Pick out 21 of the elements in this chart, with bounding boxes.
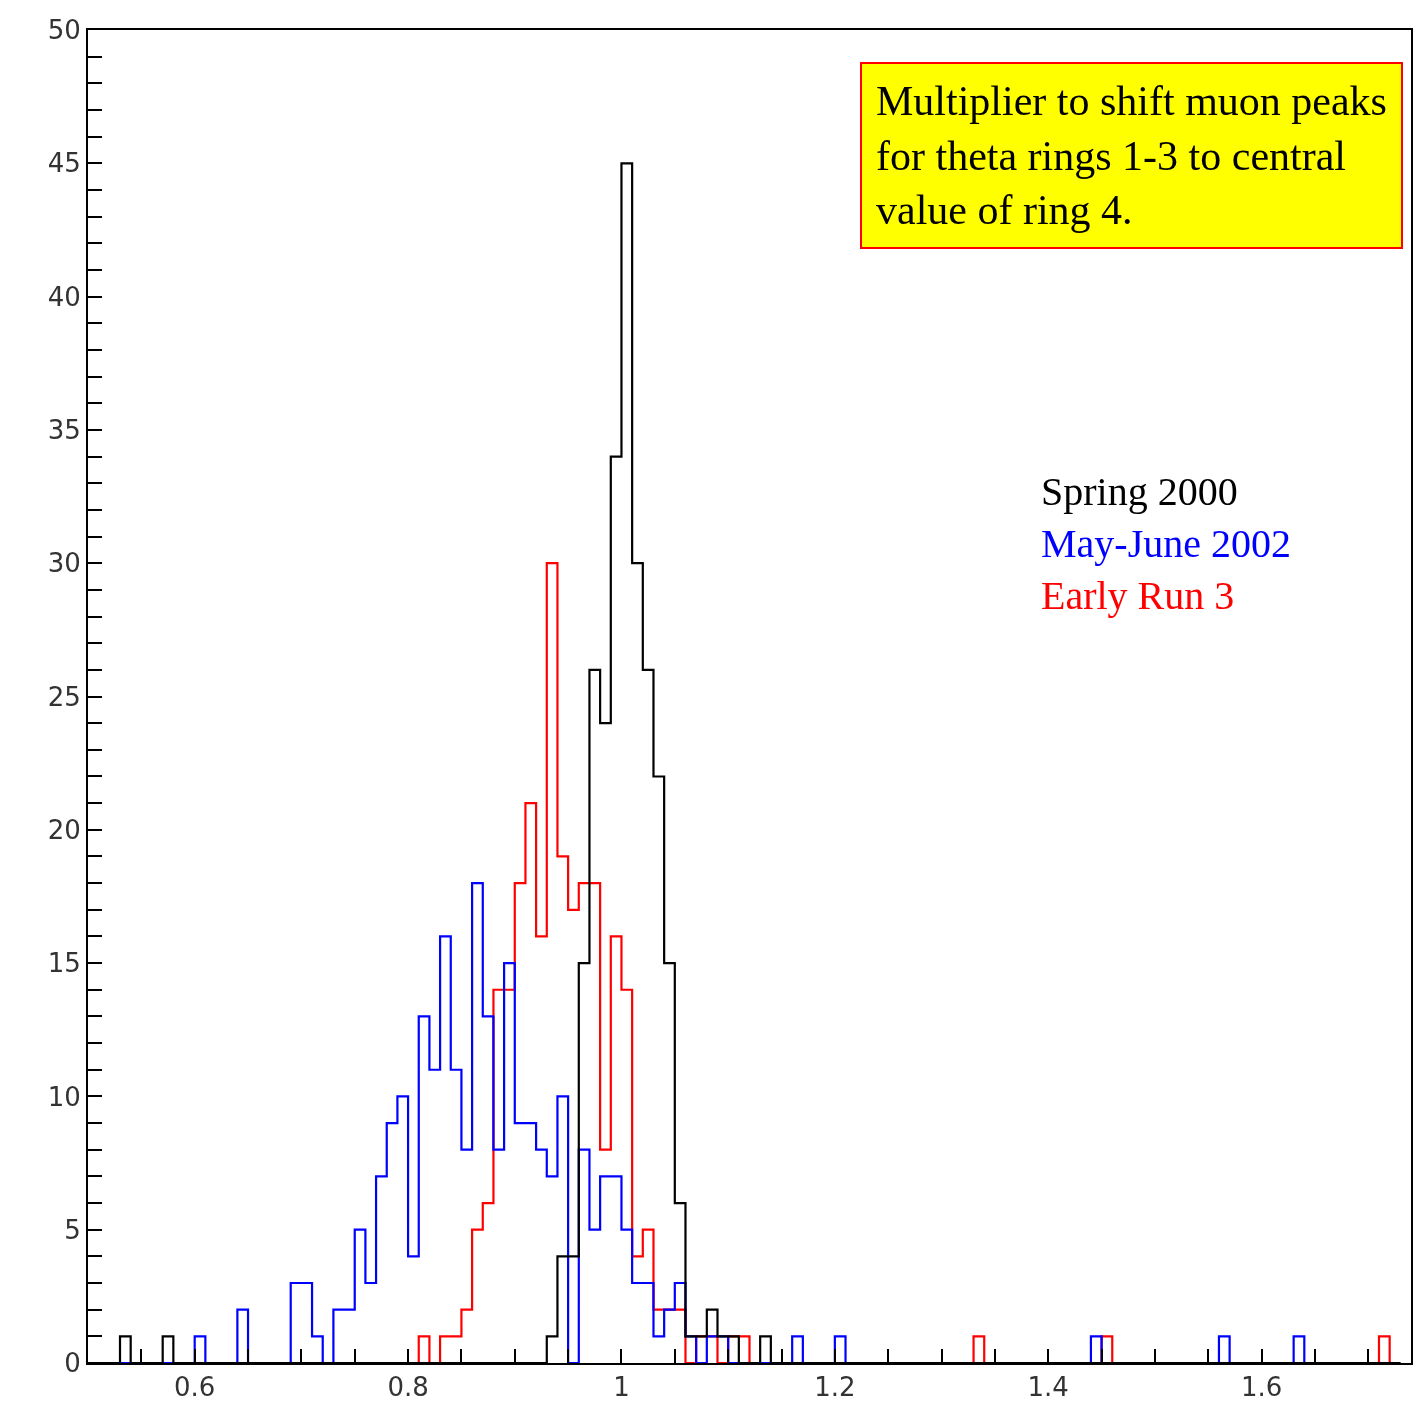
y-tick-label: 20: [47, 814, 81, 845]
y-tick-label: 40: [47, 281, 81, 312]
y-tick-label: 10: [47, 1081, 81, 1112]
annotation: Multiplier to shift muon peaks for theta rings 1-3 to central value of ring 4.: [876, 78, 1387, 234]
y-tick-label: 35: [47, 415, 81, 445]
x-tick-label: 1.4: [1027, 1372, 1069, 1403]
x-tick-label: 0.6: [174, 1372, 216, 1403]
y-tick-label: 50: [47, 15, 81, 46]
text: Spring 2000: [1041, 469, 1238, 514]
y-tick-label: 5: [64, 1214, 81, 1245]
x-tick-label: 1: [613, 1372, 630, 1403]
text: May-June 2002: [1041, 521, 1291, 566]
y-tick-label: 15: [47, 948, 81, 979]
x-tick-label: 1.2: [814, 1372, 856, 1403]
y-tick-label: 30: [47, 548, 81, 579]
x-tick-label: 1.6: [1240, 1372, 1283, 1403]
x-tick-label: 0.8: [387, 1372, 429, 1403]
y-tick-label: 45: [47, 148, 81, 179]
text: Early Run 3: [1041, 573, 1235, 618]
y-tick-label: 25: [47, 681, 81, 712]
y-tick-label: 0: [64, 1348, 81, 1379]
